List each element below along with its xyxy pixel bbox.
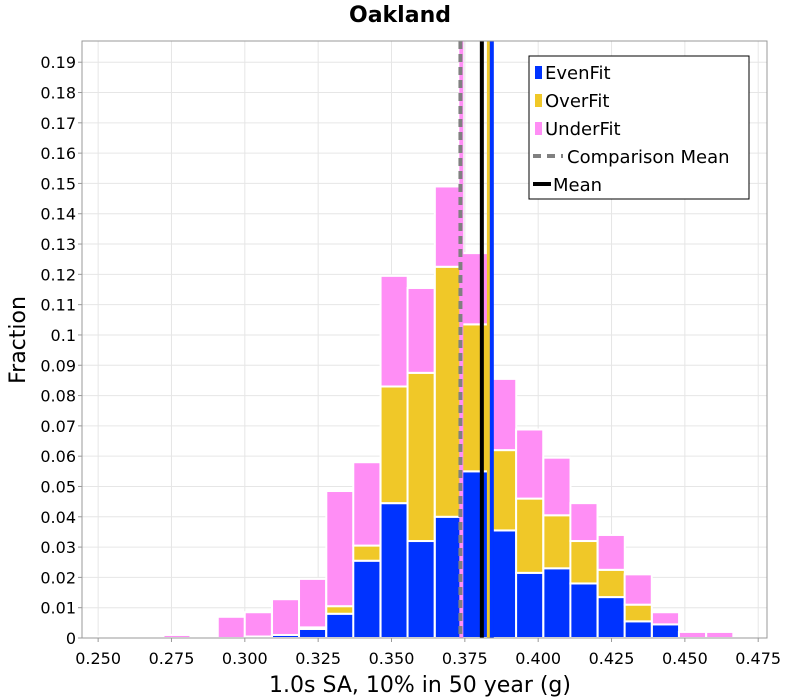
y-tick-label: 0.19 [40, 53, 76, 72]
x-tick-label: 0.450 [662, 649, 708, 668]
x-ticks: 0.250 0.275 0.300 0.325 0.350 0.375 0.400 0.425… [75, 638, 781, 668]
y-tick-label: 0.07 [40, 417, 76, 436]
legend-swatch-evenfit [535, 66, 542, 79]
bar-evenfit-16 [515, 571, 545, 639]
legend-swatch-underfit [535, 122, 542, 135]
bar-underfit-23 [705, 630, 735, 640]
bar-evenfit-10 [352, 559, 382, 639]
bar-underfit-17 [542, 456, 572, 517]
x-tick-label: 0.475 [735, 649, 781, 668]
y-tick-label: 0.08 [40, 387, 76, 406]
bar-underfit-16 [515, 428, 545, 500]
bar-underfit-6 [243, 611, 273, 638]
y-tick-label: 0.09 [40, 356, 76, 375]
vlines [458, 41, 494, 638]
bar-evenfit-19 [596, 596, 626, 639]
bar-evenfit-17 [542, 567, 572, 640]
x-tick-label: 0.425 [589, 649, 635, 668]
y-tick-label: 0.1 [51, 326, 76, 345]
bar-evenfit-14 [460, 470, 490, 639]
y-tick-label: 0.05 [40, 477, 76, 496]
x-tick-label: 0.300 [222, 649, 268, 668]
y-tick-label: 0.04 [40, 508, 76, 527]
legend: EvenFit OverFit UnderFit Comparison Mean Mea… [528, 55, 750, 200]
bar-overfit-11 [379, 385, 409, 505]
x-tick-label: 0.375 [442, 649, 488, 668]
bar-underfit-13 [433, 185, 463, 268]
bar-underfit-12 [406, 286, 436, 374]
y-tick-label: 0.12 [40, 265, 76, 284]
x-tick-label: 0.325 [295, 649, 341, 668]
bar-evenfit-8 [298, 627, 328, 640]
y-tick-label: 0.01 [40, 599, 76, 618]
bar-overfit-16 [515, 497, 545, 574]
plot-frame [81, 40, 768, 639]
y-tick-label: 0 [66, 629, 76, 648]
legend-label-comparison-mean: Comparison Mean [567, 147, 730, 168]
legend-box [528, 55, 750, 200]
y-tick-label: 0.06 [40, 447, 76, 466]
bar-underfit-19 [596, 533, 626, 571]
legend-label-evenfit: EvenFit [545, 63, 611, 84]
bar-overfit-9 [325, 605, 355, 615]
bar-evenfit-20 [623, 620, 653, 639]
y-tick-label: 0.14 [40, 205, 76, 224]
bar-overfit-12 [406, 371, 436, 543]
y-tick-label: 0.17 [40, 114, 76, 133]
chart-title: Oakland [349, 3, 451, 28]
bar-underfit-9 [325, 490, 355, 608]
legend-label-mean: Mean [553, 175, 602, 196]
bar-overfit-17 [542, 514, 572, 570]
x-tick-label: 0.350 [369, 649, 415, 668]
x-tick-label: 0.275 [149, 649, 195, 668]
bar-evenfit-18 [569, 582, 599, 640]
bar-underfit-7 [271, 598, 301, 636]
y-tick-label: 0.18 [40, 84, 76, 103]
legend-label-underfit: UnderFit [545, 119, 621, 140]
y-axis-label: Fraction [6, 296, 31, 384]
bar-underfit-5 [216, 615, 246, 640]
bar-evenfit-21 [650, 623, 681, 639]
bar-evenfit-11 [379, 502, 409, 640]
y-tick-label: 0.02 [40, 568, 76, 587]
bar-overfit-19 [596, 568, 626, 599]
y-tick-label: 0.13 [40, 235, 76, 254]
bar-overfit-13 [433, 265, 463, 518]
bar-underfit-22 [677, 630, 708, 640]
bar-evenfit-13 [433, 515, 463, 640]
bar-evenfit-12 [406, 540, 436, 640]
bar-underfit-8 [298, 577, 328, 629]
bar-underfit-11 [379, 274, 409, 388]
x-axis-label: 1.0s SA, 10% in 50 year (g) [269, 673, 571, 698]
y-tick-label: 0.11 [40, 296, 76, 315]
y-tick-label: 0.03 [40, 538, 76, 557]
bar-underfit-21 [650, 611, 681, 626]
bar-underfit-20 [623, 573, 653, 606]
legend-label-overfit: OverFit [545, 91, 609, 112]
x-tick-label: 0.250 [75, 649, 121, 668]
bar-overfit-18 [569, 540, 599, 585]
bars [80, 185, 735, 640]
bar-underfit-18 [569, 502, 599, 543]
bar-overfit-20 [623, 603, 653, 623]
legend-swatch-overfit [535, 94, 542, 107]
y-tick-label: 0.16 [40, 144, 76, 163]
bar-underfit-10 [352, 461, 382, 547]
bar-evenfit-9 [325, 612, 355, 640]
x-tick-label: 0.400 [515, 649, 561, 668]
bar-overfit-14 [460, 323, 490, 473]
bar-overfit-10 [352, 544, 382, 562]
y-tick-label: 0.15 [40, 174, 76, 193]
y-ticks: 0 0.01 0.02 0.03 0.04 0.05 0.06 0.07 0.08 0.09 0.1… [40, 53, 82, 648]
bar-underfit-14 [460, 252, 490, 326]
